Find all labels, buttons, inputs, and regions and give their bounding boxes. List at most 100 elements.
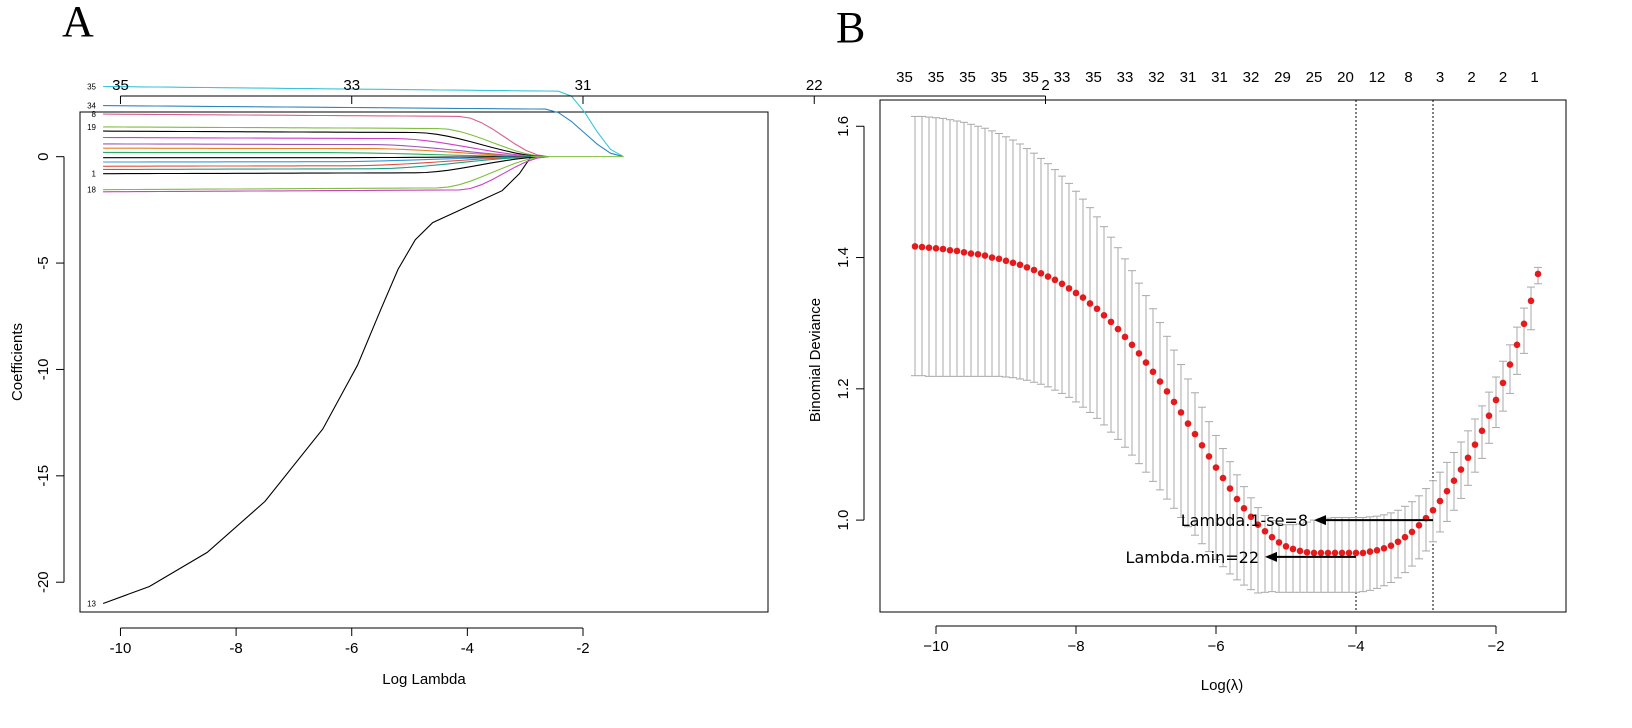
- line-label-14: 1: [92, 170, 97, 179]
- coefficient-line-3: [103, 113, 549, 158]
- deviance-point: [1296, 547, 1304, 555]
- deviance-point: [1506, 361, 1514, 368]
- coefficient-line-9: [103, 151, 549, 158]
- deviance-point: [1016, 261, 1024, 269]
- deviance-point: [1359, 549, 1367, 557]
- top-tick-label: 35: [1022, 69, 1039, 86]
- deviance-point: [1527, 297, 1535, 305]
- top-tick-label: 20: [1337, 69, 1354, 86]
- x-tick-label: -8: [229, 640, 242, 657]
- deviance-point: [1401, 533, 1409, 541]
- deviance-point: [1289, 545, 1297, 553]
- deviance-point: [939, 245, 947, 253]
- deviance-point: [1429, 506, 1437, 514]
- lambda-min-arrowhead: [1265, 551, 1277, 562]
- deviance-point: [1373, 546, 1381, 554]
- top-tick-label: 33: [1054, 69, 1071, 86]
- deviance-point: [1002, 257, 1010, 265]
- top-tick-label: 12: [1369, 69, 1386, 86]
- deviance-point: [1037, 269, 1045, 277]
- deviance-point: [1100, 312, 1108, 319]
- top-tick-label: 32: [1148, 69, 1165, 86]
- panel-a-label: A: [62, 0, 94, 46]
- deviance-point: [1233, 495, 1241, 503]
- deviance-point: [1366, 548, 1374, 555]
- top-tick-label: 1: [1530, 69, 1538, 86]
- x-tick-label: -6: [345, 640, 358, 657]
- deviance-point: [1065, 285, 1073, 292]
- x-tick-label: −10: [923, 638, 948, 655]
- coefficient-line-2: [103, 105, 624, 158]
- deviance-point: [925, 244, 933, 251]
- top-tick-label: 25: [1306, 69, 1323, 86]
- deviance-point: [1142, 359, 1150, 366]
- top-tick-label: 35: [959, 69, 976, 86]
- y-tick-label: 0: [35, 153, 52, 161]
- deviance-point: [974, 250, 982, 258]
- top-tick-label: 8: [1404, 69, 1412, 86]
- deviance-point: [1107, 318, 1115, 326]
- panel-a-line-labels: 13 35 348 19 1 18: [87, 83, 96, 609]
- line-label-3: 8: [92, 110, 97, 119]
- deviance-point: [911, 243, 919, 250]
- coefficient-line-12: [103, 156, 549, 167]
- deviance-point: [1205, 453, 1213, 460]
- panel-b-y-axis: 1.0 1.2 1.4 1.6: [835, 116, 865, 531]
- lambda-min-label: Lambda.min=22: [1126, 548, 1259, 567]
- deviance-point: [1198, 441, 1206, 449]
- deviance-point: [1128, 341, 1136, 349]
- deviance-point: [1051, 276, 1059, 284]
- deviance-point: [1492, 396, 1500, 404]
- panel-b-top-axis: 35 35 35 35 35 33 35 33 32 31 31 32 29 25 20 12 8 3 2 2 1: [896, 69, 1539, 86]
- panel-b-xlabel: Log(λ): [1201, 677, 1244, 694]
- coefficient-line-6: [103, 136, 549, 158]
- deviance-point: [1303, 548, 1311, 556]
- coefficient-line-11: [103, 156, 549, 163]
- top-tick-label: 35: [991, 69, 1008, 86]
- deviance-point: [1338, 549, 1346, 557]
- deviance-point: [1135, 350, 1143, 357]
- deviance-point: [1450, 477, 1458, 485]
- coefficient-line-16: [103, 156, 549, 193]
- deviance-point: [1471, 441, 1479, 448]
- panel-a-top-axis: 35 33 31 22 2: [112, 77, 1050, 104]
- line-label-15: 18: [87, 186, 96, 195]
- coefficient-line-7: [103, 143, 549, 158]
- deviance-point: [1331, 549, 1339, 557]
- deviance-point: [1044, 273, 1052, 280]
- panel-a-x-axis: -10 -8 -6 -4 -2: [110, 627, 590, 657]
- top-tick-label: 33: [343, 77, 360, 94]
- y-tick-label: 1.6: [835, 116, 852, 137]
- deviance-point: [1093, 305, 1101, 313]
- deviance-point: [946, 247, 954, 254]
- deviance-point: [1184, 420, 1192, 427]
- deviance-point: [1415, 522, 1423, 529]
- top-tick-label: 35: [928, 69, 945, 86]
- top-tick-label: 3: [1436, 69, 1444, 86]
- panel-b-ylabel: Binomial Deviance: [807, 298, 824, 422]
- deviance-point: [1478, 427, 1486, 435]
- deviance-point: [1219, 474, 1227, 482]
- coefficient-paths: [102, 85, 624, 605]
- deviance-point: [1275, 539, 1283, 546]
- cv-deviance-plot: −10 −8 −6 −4 −2 1.0 1.2 1.4 1.6 35 35 35 35 35 33 35 3…: [807, 69, 1567, 694]
- deviance-point: [1387, 542, 1395, 550]
- deviance-point: [1310, 549, 1318, 557]
- top-tick-label: 31: [1211, 69, 1228, 86]
- line-label-2: 34: [87, 102, 96, 111]
- deviance-point: [1534, 270, 1542, 278]
- x-tick-label: −4: [1347, 638, 1364, 655]
- lambda-1se-label: Lambda.1-se=8: [1181, 511, 1308, 530]
- deviance-point: [967, 250, 975, 257]
- deviance-point: [988, 254, 996, 261]
- deviance-point: [953, 247, 961, 255]
- lambda-1se-arrowhead: [1314, 515, 1326, 526]
- deviance-error-bars: [911, 115, 1542, 594]
- deviance-point: [1380, 545, 1388, 552]
- deviance-point: [1121, 333, 1129, 341]
- coefficient-line-8: [103, 147, 549, 158]
- deviance-point: [1324, 549, 1332, 557]
- top-tick-label: 35: [1085, 69, 1102, 86]
- top-tick-label: 31: [1180, 69, 1197, 86]
